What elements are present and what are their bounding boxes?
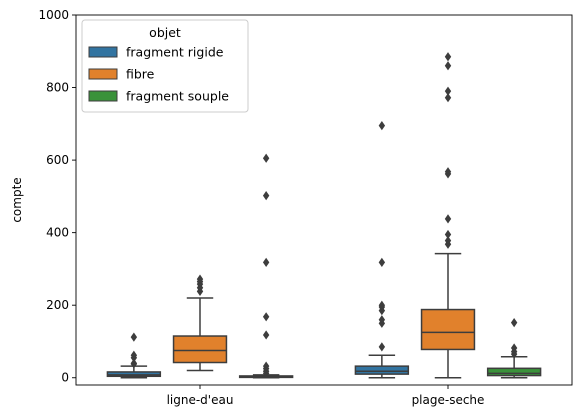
box-1-2 — [172, 274, 228, 372]
legend-swatch — [88, 46, 118, 58]
legend-label: fragment souple — [126, 89, 229, 104]
outlier-point — [378, 257, 386, 267]
legend: objet fragment rigide fibre fragment souple — [81, 19, 249, 113]
outlier-point — [444, 52, 452, 62]
plot-frame — [75, 14, 573, 386]
outlier-point — [262, 257, 270, 267]
outlier-point — [444, 86, 452, 96]
outlier-point — [262, 153, 270, 163]
legend-label: fibre — [126, 67, 155, 82]
y-axis-label: compte — [10, 177, 24, 222]
outlier-point — [130, 332, 138, 342]
outlier-point — [444, 167, 452, 177]
outlier-point — [196, 274, 204, 284]
y-tick-label: 600 — [46, 153, 69, 167]
outlier-point — [378, 300, 386, 310]
outlier-point — [262, 330, 270, 340]
y-tick-label: 400 — [46, 226, 69, 240]
box-1-3 — [238, 153, 294, 379]
legend-item: fibre — [88, 67, 155, 82]
x-tick-label: plage-seche — [412, 393, 485, 407]
legend-item: fragment souple — [88, 89, 229, 104]
outlier-point — [510, 318, 518, 328]
outlier-point — [130, 350, 138, 360]
outlier-point — [444, 236, 452, 246]
box-iqr — [172, 335, 228, 364]
outlier-point — [262, 191, 270, 201]
box-iqr — [354, 365, 410, 375]
y-tick-label: 200 — [46, 298, 69, 312]
axes: 0 200 400 600 800 1000 ligne-d'eau plage-seche c… — [10, 8, 573, 407]
box-2-2 — [420, 52, 476, 379]
y-tick-label: 800 — [46, 81, 69, 95]
outlier-point — [130, 358, 138, 368]
legend-box — [81, 19, 249, 113]
legend-item: fragment rigide — [88, 45, 224, 60]
outlier-point — [444, 214, 452, 224]
outlier-point — [262, 361, 270, 371]
legend-label: fragment rigide — [126, 45, 224, 60]
box-iqr — [486, 367, 542, 377]
outlier-point — [378, 342, 386, 352]
outlier-point — [378, 315, 386, 325]
outlier-point — [262, 312, 270, 322]
outlier-point — [444, 93, 452, 103]
outlier-point — [444, 229, 452, 240]
box-1-1 — [106, 332, 162, 379]
legend-swatch — [88, 90, 118, 102]
legend-title: objet — [149, 25, 181, 40]
x-tick-label: ligne-d'eau — [167, 393, 234, 407]
outlier-point — [444, 61, 452, 71]
box-2-3 — [486, 318, 542, 379]
outlier-point — [378, 121, 386, 131]
plot-marks — [106, 52, 542, 379]
y-tick-label: 1000 — [38, 8, 69, 22]
y-tick-label: 0 — [61, 371, 69, 385]
outlier-point — [510, 343, 518, 353]
legend-swatch — [88, 68, 118, 80]
box-2-1 — [354, 121, 410, 379]
box-iqr — [420, 308, 476, 351]
